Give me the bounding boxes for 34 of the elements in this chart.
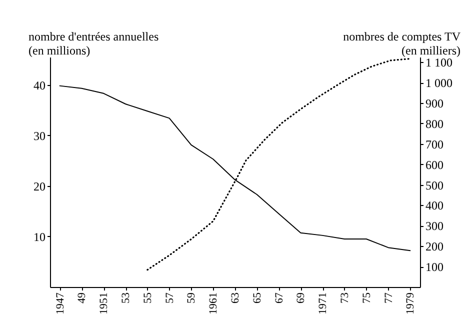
x-tick-label: 1947: [54, 292, 66, 314]
x-tick-label: 1971: [317, 292, 330, 314]
y-axis-title: nombre d'entrées annuelles (en millions): [28, 30, 159, 58]
y2-tick-label: 700: [426, 137, 444, 152]
x-tick-label: 1961: [208, 292, 220, 314]
x-tick-label: 75: [360, 292, 373, 304]
y2-tick-label: 800: [426, 116, 444, 131]
x-tick-label: 65: [251, 292, 264, 304]
y2-tick-label: 200: [426, 240, 444, 254]
x-tick-label: 55: [142, 292, 154, 304]
y2-tick-label: 400: [426, 198, 444, 213]
y2-axis-title: nombres de comptes TV (en milliers): [343, 30, 461, 58]
x-tick-label: 73: [338, 292, 351, 304]
y2-tick-label: 500: [426, 178, 444, 192]
y2-tick-label: 300: [426, 219, 444, 234]
x-tick-label: 49: [76, 292, 88, 304]
x-tick-label: 59: [186, 292, 198, 304]
y-tick-label: 20: [34, 179, 46, 194]
y-tick-label: 10: [34, 230, 46, 244]
x-tick-label: 53: [120, 292, 132, 304]
x-tick-label: 1951: [98, 292, 110, 314]
y2-tick-label: 1 100: [426, 56, 452, 70]
x-tick-label: 77: [382, 292, 395, 304]
x-tick-label: 63: [230, 292, 242, 304]
y2-tick-label: 600: [426, 158, 444, 172]
y-tick-label: 30: [34, 128, 46, 143]
y-tick-label: 40: [34, 78, 46, 92]
y2-tick-label: 100: [426, 260, 444, 274]
x-tick-label: 1979: [404, 292, 417, 314]
x-tick-label: 69: [295, 292, 308, 304]
x-tick-label: 57: [164, 292, 176, 304]
x-tick-label: 67: [273, 292, 286, 304]
y2-tick-label: 1 000: [426, 76, 452, 90]
y2-tick-label: 900: [426, 96, 444, 110]
